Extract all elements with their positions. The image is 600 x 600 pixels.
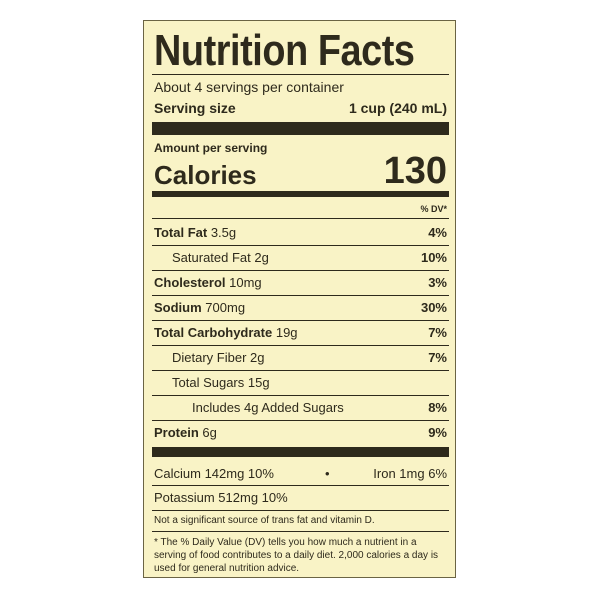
thick-bar	[152, 447, 449, 457]
nutrient-dv: 3%	[428, 275, 447, 290]
nutrient-amount: 19g	[275, 325, 298, 340]
nutrient-amount: 6g	[202, 425, 217, 440]
nutrient-line: Dietary Fiber 2g	[172, 351, 265, 364]
nutrient-line: Total Carbohydrate 19g	[154, 326, 298, 339]
nutrient-amount: 10mg	[229, 275, 262, 290]
nutrient-amount: 2g	[250, 350, 265, 365]
thick-bar	[152, 122, 449, 135]
nutrient-line: Saturated Fat 2g	[172, 251, 269, 264]
divider	[152, 345, 449, 346]
medium-bar	[152, 191, 449, 197]
divider	[152, 74, 449, 75]
nutrient-dv: 10%	[420, 250, 447, 265]
note: Not a significant source of trans fat an…	[154, 515, 375, 526]
nutrient-line: Protein 6g	[154, 426, 217, 439]
servings: About 4 servings per container	[154, 79, 344, 95]
nutrient-dv: 8%	[428, 400, 447, 415]
nutrient-line: Cholesterol 10mg	[154, 276, 262, 289]
divider	[152, 531, 449, 532]
nutrient-line: Total Fat 3.5g	[154, 226, 236, 239]
divider	[152, 485, 449, 486]
divider	[152, 510, 449, 511]
nutrient-amount: 3.5g	[210, 225, 237, 240]
nutrient-amount: 15g	[247, 375, 270, 390]
nutrient-line: Sodium 700mg	[154, 301, 245, 314]
nutrient-name: Total Sugars	[172, 375, 245, 390]
nutrient-amount: 700mg	[205, 300, 246, 315]
nutrient-name: Total Fat	[154, 225, 208, 240]
nutrient-dv: 9%	[428, 425, 447, 440]
serving-size-value: 1 cup (240 mL)	[348, 100, 447, 116]
nutrient-dv: 7%	[428, 325, 447, 340]
vitamin: Iron 1mg 6%	[373, 466, 447, 481]
amount-per-serving: Amount per serving	[154, 141, 268, 155]
nutrient-amount: 2g	[254, 250, 269, 265]
calories-label: Calories	[154, 160, 257, 190]
calories-value: 130	[383, 150, 447, 192]
vitamin: Calcium 142mg 10%	[154, 466, 274, 481]
divider	[152, 270, 449, 271]
divider	[152, 370, 449, 371]
nutrient-name: Sodium	[154, 300, 202, 315]
nutrient-line: Includes 4g Added Sugars	[192, 401, 344, 414]
nutrient-name: Saturated Fat	[172, 250, 251, 265]
nutrient-line: Total Sugars 15g	[172, 376, 270, 389]
vitamin: Potassium 512mg 10%	[154, 490, 288, 505]
dv-header: % DV*	[420, 204, 447, 214]
divider	[152, 395, 449, 396]
divider	[152, 245, 449, 246]
bullet: •	[325, 466, 330, 481]
divider	[152, 295, 449, 296]
nutrient-name: Includes 4g Added Sugars	[192, 400, 344, 415]
divider	[152, 420, 449, 421]
nutrient-name: Cholesterol	[154, 275, 226, 290]
title: Nutrition Facts	[154, 26, 415, 75]
nutrient-dv: 30%	[420, 300, 447, 315]
divider	[152, 320, 449, 321]
nutrient-name: Dietary Fiber	[172, 350, 247, 365]
divider	[152, 218, 449, 219]
serving-size-label: Serving size	[154, 100, 236, 116]
footnote: * The % Daily Value (DV) tells you how m…	[154, 537, 439, 574]
nutrition-label: Nutrition Facts About 4 servings per con…	[143, 20, 456, 578]
nutrient-name: Total Carbohydrate	[154, 325, 273, 340]
nutrient-dv: 4%	[428, 225, 447, 240]
nutrient-dv: 7%	[428, 350, 447, 365]
nutrient-name: Protein	[154, 425, 199, 440]
